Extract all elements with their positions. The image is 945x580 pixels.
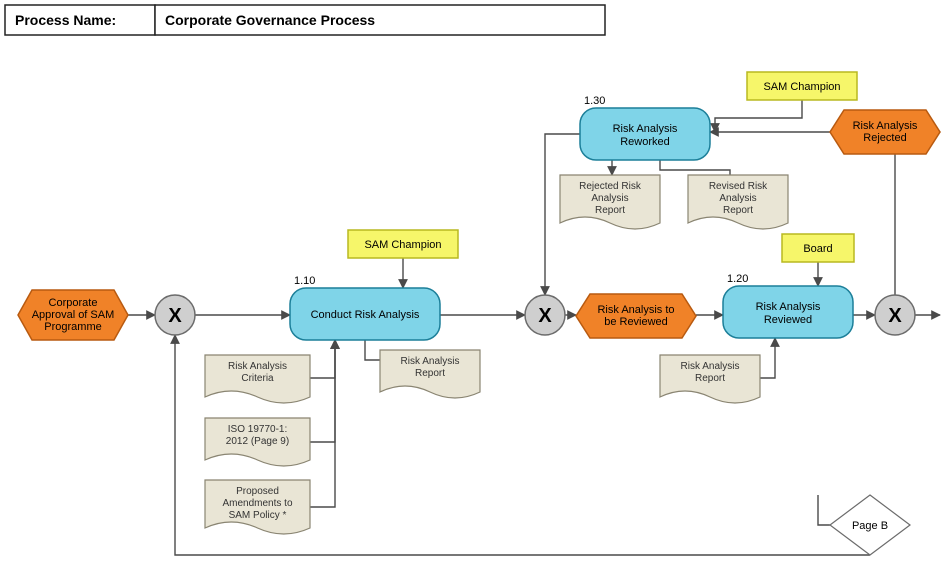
- svg-text:ISO 19770-1:: ISO 19770-1:: [228, 424, 287, 435]
- svg-text:Proposed: Proposed: [236, 486, 279, 497]
- svg-text:Risk Analysis: Risk Analysis: [228, 361, 287, 372]
- svg-text:Page B: Page B: [852, 520, 888, 532]
- svg-text:Risk Analysis to: Risk Analysis to: [597, 304, 674, 316]
- svg-text:Process Name:: Process Name:: [15, 12, 116, 28]
- svg-text:Rejected: Rejected: [863, 132, 906, 144]
- svg-text:Reworked: Reworked: [620, 136, 670, 148]
- svg-text:Board: Board: [803, 243, 832, 255]
- svg-text:Revised Risk: Revised Risk: [709, 181, 768, 192]
- svg-text:X: X: [538, 305, 552, 327]
- svg-text:1.10: 1.10: [294, 275, 315, 287]
- svg-text:X: X: [168, 305, 182, 327]
- svg-text:Analysis: Analysis: [591, 193, 628, 204]
- svg-text:Report: Report: [695, 373, 725, 384]
- svg-text:Analysis: Analysis: [719, 193, 756, 204]
- svg-text:Risk Analysis: Risk Analysis: [853, 120, 918, 132]
- svg-text:X: X: [888, 305, 902, 327]
- svg-text:Risk Analysis: Risk Analysis: [613, 123, 678, 135]
- svg-text:Approval of SAM: Approval of SAM: [32, 309, 115, 321]
- svg-text:Report: Report: [723, 205, 753, 216]
- flowchart-canvas: Process Name: Corporate Governance Proces…: [0, 0, 945, 580]
- svg-text:Rejected Risk: Rejected Risk: [579, 181, 642, 192]
- svg-text:Risk Analysis: Risk Analysis: [401, 356, 460, 367]
- svg-text:Amendments to: Amendments to: [222, 498, 292, 509]
- svg-text:Reviewed: Reviewed: [764, 314, 812, 326]
- svg-text:Risk Analysis: Risk Analysis: [681, 361, 740, 372]
- svg-text:Conduct Risk Analysis: Conduct Risk Analysis: [311, 309, 420, 321]
- svg-text:SAM Champion: SAM Champion: [763, 81, 840, 93]
- svg-text:Programme: Programme: [44, 321, 101, 333]
- svg-text:Corporate: Corporate: [49, 297, 98, 309]
- svg-text:Criteria: Criteria: [241, 373, 274, 384]
- svg-text:Report: Report: [595, 205, 625, 216]
- svg-text:2012 (Page 9): 2012 (Page 9): [226, 436, 289, 447]
- svg-text:Risk Analysis: Risk Analysis: [756, 301, 821, 313]
- svg-text:Corporate Governance Process: Corporate Governance Process: [165, 12, 375, 28]
- svg-text:1.20: 1.20: [727, 273, 748, 285]
- svg-text:1.30: 1.30: [584, 95, 605, 107]
- svg-text:SAM Champion: SAM Champion: [364, 239, 441, 251]
- svg-text:Report: Report: [415, 368, 445, 379]
- svg-text:SAM Policy *: SAM Policy *: [229, 510, 287, 521]
- svg-text:be Reviewed: be Reviewed: [604, 316, 668, 328]
